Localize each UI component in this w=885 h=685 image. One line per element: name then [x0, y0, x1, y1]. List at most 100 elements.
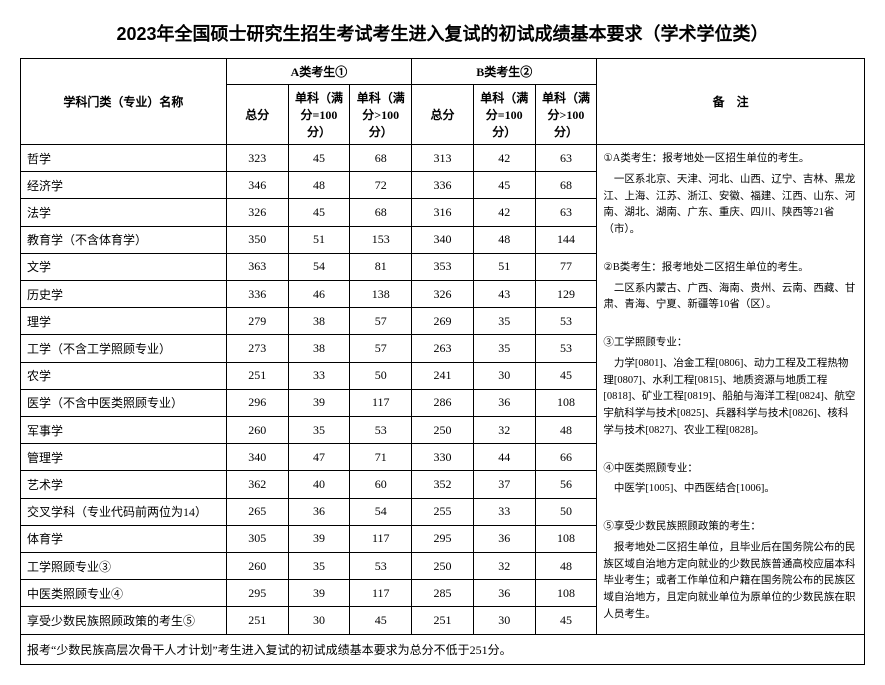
b-s100: 32	[473, 553, 535, 580]
a-total: 251	[226, 607, 288, 634]
b-total: 251	[412, 607, 474, 634]
footnote: 报考“少数民族高层次骨干人才计划”考生进入复试的初试成绩基本要求为总分不低于25…	[21, 634, 865, 664]
b-s100: 30	[473, 362, 535, 389]
a-sgt100: 71	[350, 444, 412, 471]
a-s100: 36	[288, 498, 350, 525]
b-sgt100: 108	[535, 525, 597, 552]
a-s100: 45	[288, 199, 350, 226]
note-2-body: 二区系内蒙古、广西、海南、贵州、云南、西藏、甘肃、青海、宁夏、新疆等10省（区）…	[603, 281, 858, 315]
header-a-s100: 单科（满分=100分）	[288, 85, 350, 145]
b-s100: 51	[473, 253, 535, 280]
note-4-title: ④中医类照顾专业：	[603, 461, 858, 478]
header-subject: 学科门类（专业）名称	[21, 59, 227, 145]
a-s100: 35	[288, 417, 350, 444]
a-sgt100: 117	[350, 580, 412, 607]
b-s100: 42	[473, 199, 535, 226]
b-sgt100: 77	[535, 253, 597, 280]
a-s100: 54	[288, 253, 350, 280]
a-total: 260	[226, 417, 288, 444]
page-title: 2023年全国硕士研究生招生考试考生进入复试的初试成绩基本要求（学术学位类）	[20, 20, 865, 46]
note-4-body: 中医学[1005]、中西医结合[1006]。	[603, 481, 858, 498]
note-1-title: ①A类考生：报考地处一区招生单位的考生。	[603, 151, 858, 168]
b-total: 330	[412, 444, 474, 471]
a-total: 362	[226, 471, 288, 498]
header-cat-b: B类考生②	[412, 59, 597, 85]
a-s100: 40	[288, 471, 350, 498]
b-s100: 48	[473, 226, 535, 253]
a-sgt100: 117	[350, 525, 412, 552]
b-sgt100: 129	[535, 281, 597, 308]
b-total: 316	[412, 199, 474, 226]
a-sgt100: 68	[350, 145, 412, 172]
b-total: 255	[412, 498, 474, 525]
b-total: 326	[412, 281, 474, 308]
b-total: 263	[412, 335, 474, 362]
b-sgt100: 53	[535, 308, 597, 335]
subject-name: 农学	[21, 362, 227, 389]
a-total: 363	[226, 253, 288, 280]
b-s100: 36	[473, 525, 535, 552]
b-total: 336	[412, 172, 474, 199]
b-s100: 35	[473, 308, 535, 335]
a-sgt100: 54	[350, 498, 412, 525]
a-total: 265	[226, 498, 288, 525]
b-s100: 44	[473, 444, 535, 471]
a-s100: 47	[288, 444, 350, 471]
subject-name: 医学（不含中医类照顾专业）	[21, 389, 227, 416]
b-sgt100: 48	[535, 553, 597, 580]
table-row: 哲学 323 45 68 313 42 63 ①A类考生：报考地处一区招生单位的…	[21, 145, 865, 172]
note-5-body: 报考地处二区招生单位，且毕业后在国务院公布的民族区域自治地方定向就业的少数民族普…	[603, 540, 858, 624]
subject-name: 中医类照顾专业④	[21, 580, 227, 607]
header-cat-a: A类考生①	[226, 59, 411, 85]
note-2-title: ②B类考生：报考地处二区招生单位的考生。	[603, 260, 858, 277]
a-sgt100: 138	[350, 281, 412, 308]
a-total: 273	[226, 335, 288, 362]
b-sgt100: 45	[535, 362, 597, 389]
a-s100: 51	[288, 226, 350, 253]
a-s100: 30	[288, 607, 350, 634]
b-sgt100: 56	[535, 471, 597, 498]
b-total: 241	[412, 362, 474, 389]
header-b-s100: 单科（满分=100分）	[473, 85, 535, 145]
subject-name: 享受少数民族照顾政策的考生⑤	[21, 607, 227, 634]
notes-cell: ①A类考生：报考地处一区招生单位的考生。 一区系北京、天津、河北、山西、辽宁、吉…	[597, 145, 865, 635]
b-total: 250	[412, 417, 474, 444]
a-sgt100: 57	[350, 335, 412, 362]
subject-name: 经济学	[21, 172, 227, 199]
a-total: 350	[226, 226, 288, 253]
note-3-title: ③工学照顾专业：	[603, 335, 858, 352]
a-sgt100: 117	[350, 389, 412, 416]
b-s100: 33	[473, 498, 535, 525]
a-total: 260	[226, 553, 288, 580]
b-sgt100: 68	[535, 172, 597, 199]
b-s100: 36	[473, 389, 535, 416]
a-s100: 39	[288, 525, 350, 552]
b-sgt100: 53	[535, 335, 597, 362]
a-s100: 39	[288, 389, 350, 416]
a-s100: 48	[288, 172, 350, 199]
b-total: 352	[412, 471, 474, 498]
a-total: 336	[226, 281, 288, 308]
a-sgt100: 81	[350, 253, 412, 280]
a-s100: 38	[288, 308, 350, 335]
b-s100: 32	[473, 417, 535, 444]
b-total: 353	[412, 253, 474, 280]
a-sgt100: 60	[350, 471, 412, 498]
subject-name: 工学（不含工学照顾专业）	[21, 335, 227, 362]
b-total: 295	[412, 525, 474, 552]
subject-name: 文学	[21, 253, 227, 280]
b-sgt100: 144	[535, 226, 597, 253]
b-s100: 35	[473, 335, 535, 362]
header-a-total: 总分	[226, 85, 288, 145]
a-sgt100: 45	[350, 607, 412, 634]
a-s100: 35	[288, 553, 350, 580]
note-3-body: 力学[0801]、冶金工程[0806]、动力工程及工程热物理[0807]、水利工…	[603, 356, 858, 440]
a-s100: 39	[288, 580, 350, 607]
b-sgt100: 48	[535, 417, 597, 444]
b-s100: 42	[473, 145, 535, 172]
score-table: 学科门类（专业）名称 A类考生① B类考生② 备 注 总分 单科（满分=100分…	[20, 58, 865, 665]
b-sgt100: 63	[535, 145, 597, 172]
header-a-sgt100: 单科（满分>100分）	[350, 85, 412, 145]
table-body: 哲学 323 45 68 313 42 63 ①A类考生：报考地处一区招生单位的…	[21, 145, 865, 635]
subject-name: 哲学	[21, 145, 227, 172]
